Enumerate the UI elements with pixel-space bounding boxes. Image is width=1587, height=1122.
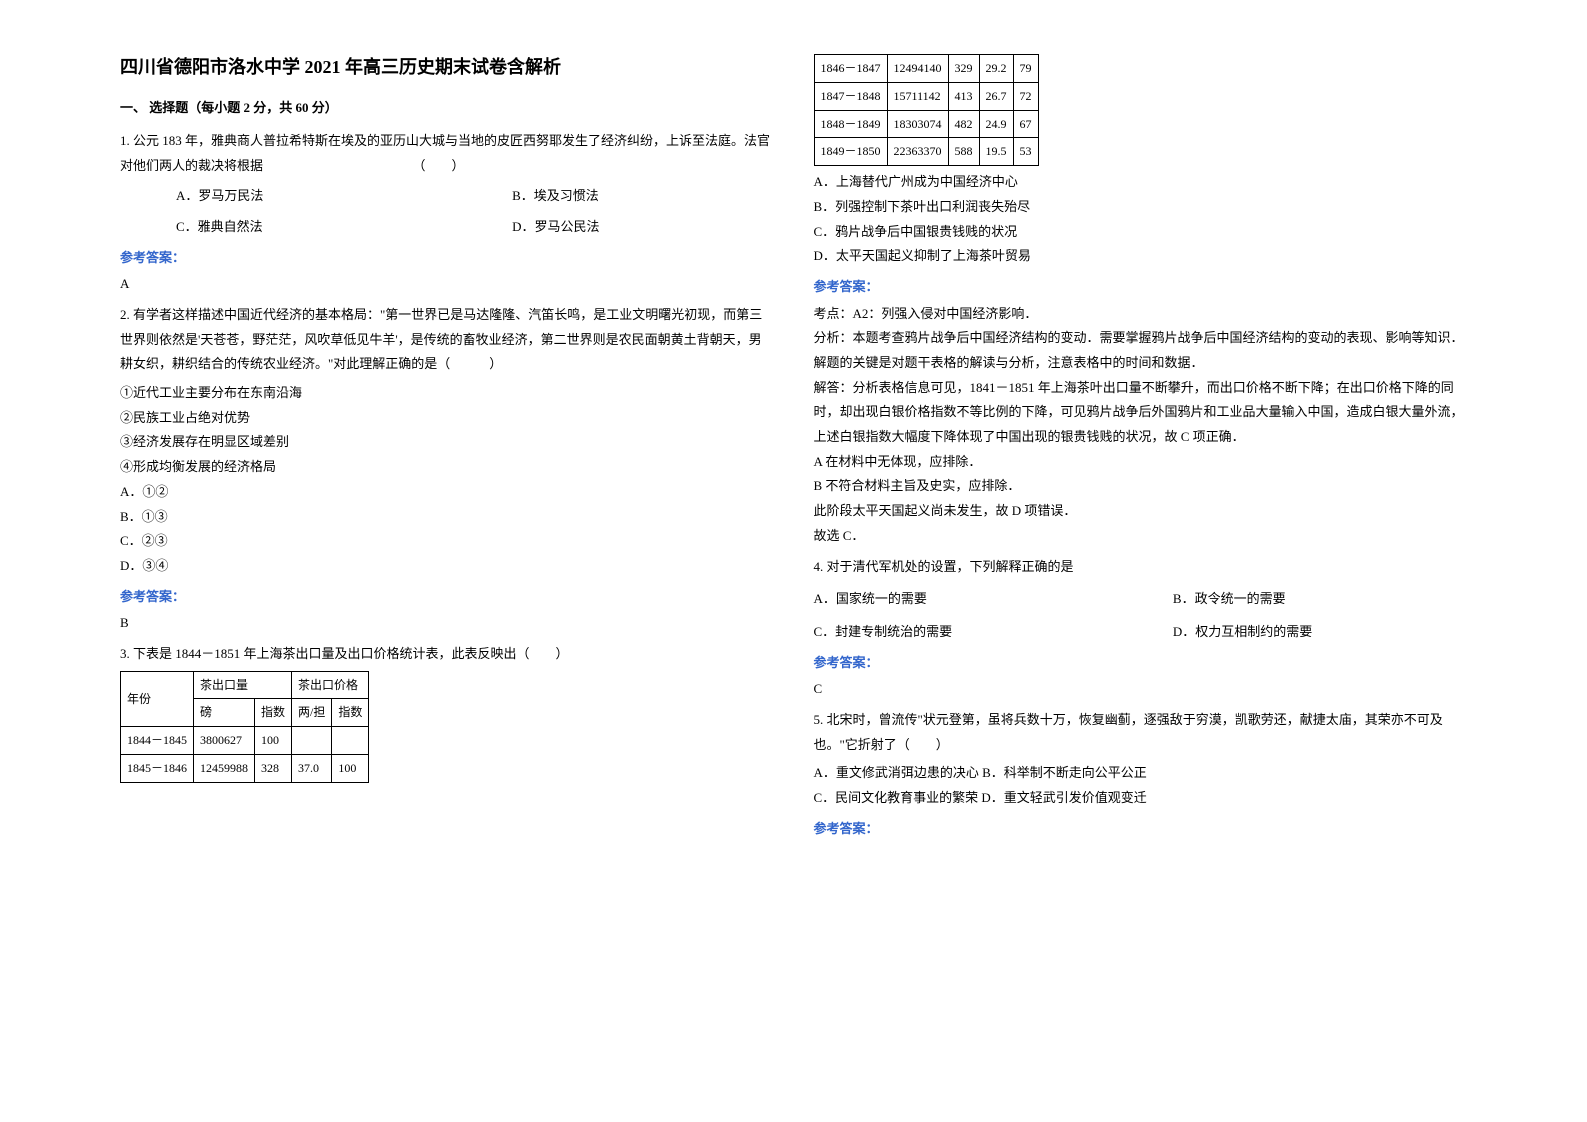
cell: 72 [1013,82,1038,110]
q3-exp-2: 分析：本题考查鸦片战争后中国经济结构的变动．需要掌握鸦片战争后中国经济结构的变动… [814,326,1468,375]
q3-exp-6: 此阶段太平天国起义尚未发生，故 D 项错误． [814,499,1468,524]
q3-exp-4: A 在材料中无体现，应排除． [814,450,1468,475]
cell: 1847－1848 [814,82,887,110]
q1-ans-label: 参考答案： [120,246,774,271]
question-4-stem: 4. 对于清代军机处的设置，下列解释正确的是 [814,555,1468,580]
table-row: 1844－1845 3800627 100 [121,727,369,755]
cell: 24.9 [979,110,1013,138]
q3-exp-1: 考点：A2：列强入侵对中国经济影响． [814,302,1468,327]
cell: 100 [332,755,369,783]
cell: 413 [948,82,979,110]
left-column: 四川省德阳市洛水中学 2021 年高三历史期末试卷含解析 一、 选择题（每小题 … [100,50,794,1072]
cell: 15711142 [887,82,948,110]
cell: 1848－1849 [814,110,887,138]
q2-sub3: ③经济发展存在明显区域差别 [120,430,774,455]
cell: 26.7 [979,82,1013,110]
th-idx: 指数 [255,699,292,727]
question-5-stem: 5. 北宋时，曾流传"状元登第，虽将兵数十万，恢复幽蓟，逐强敌于穷漠，凯歌劳还，… [814,708,1468,757]
table-row: 年份 茶出口量 茶出口价格 [121,671,369,699]
q5-ans-label: 参考答案： [814,817,1468,842]
th-year: 年份 [121,671,194,727]
q1-opt-b: B．埃及习惯法 [512,184,599,209]
q4-opt-b: B．政令统一的需要 [1173,587,1286,612]
cell: 53 [1013,138,1038,166]
cell: 67 [1013,110,1038,138]
th-per: 两/担 [292,699,332,727]
q4-opt-c: C．封建专制统治的需要 [814,620,1173,645]
cell: 482 [948,110,979,138]
q2-sub2: ②民族工业占绝对优势 [120,406,774,431]
q4-row-ab: A．国家统一的需要 B．政令统一的需要 [814,587,1468,612]
q4-opt-a: A．国家统一的需要 [814,587,1173,612]
q2-opt-a: A．①② [120,480,774,505]
cell: 18303074 [887,110,948,138]
q3-table-part1: 年份 茶出口量 茶出口价格 磅 指数 两/担 指数 1844－1845 3800… [120,671,369,783]
q3-opt-b: B．列强控制下茶叶出口利润丧失殆尽 [814,195,1468,220]
cell: 1844－1845 [121,727,194,755]
th-idx2: 指数 [332,699,369,727]
q5-opt-ab: A．重文修武消弭边患的决心 B．科举制不断走向公平公正 [814,761,1468,786]
q1-row-ab: A．罗马万民法 B．埃及习惯法 [120,184,774,209]
cell: 1849－1850 [814,138,887,166]
th-price: 茶出口价格 [292,671,369,699]
question-1-stem: 1. 公元 183 年，雅典商人普拉希特斯在埃及的亚历山大城与当地的皮匠西努耶发… [120,129,774,178]
table-row: 1849－1850 22363370 588 19.5 53 [814,138,1038,166]
q3-opt-a: A．上海替代广州成为中国经济中心 [814,170,1468,195]
cell: 19.5 [979,138,1013,166]
q2-sub4: ④形成均衡发展的经济格局 [120,455,774,480]
cell: 1846－1847 [814,55,887,83]
cell: 12459988 [194,755,255,783]
table-row: 1845－1846 12459988 328 37.0 100 [121,755,369,783]
q5-opt-cd: C．民间文化教育事业的繁荣 D．重文轻武引发价值观变迁 [814,786,1468,811]
cell: 37.0 [292,755,332,783]
q2-opt-b: B．①③ [120,505,774,530]
q2-opt-d: D．③④ [120,554,774,579]
q1-opt-d: D．罗马公民法 [512,215,599,240]
q4-opt-d: D．权力互相制约的需要 [1173,620,1312,645]
q1-ans: A [120,272,774,297]
q1-row-cd: C．雅典自然法 D．罗马公民法 [120,215,774,240]
q3-table-part2: 1846－1847 12494140 329 29.2 79 1847－1848… [814,54,1039,166]
cell: 328 [255,755,292,783]
q1-opt-c: C．雅典自然法 [120,215,512,240]
q2-opt-c: C．②③ [120,529,774,554]
cell [332,727,369,755]
q3-ans-label: 参考答案： [814,275,1468,300]
table-row: 1846－1847 12494140 329 29.2 79 [814,55,1038,83]
cell: 100 [255,727,292,755]
cell: 1845－1846 [121,755,194,783]
cell: 3800627 [194,727,255,755]
cell [292,727,332,755]
th-vol: 茶出口量 [194,671,292,699]
q2-sub1: ①近代工业主要分布在东南沿海 [120,381,774,406]
right-column: 1846－1847 12494140 329 29.2 79 1847－1848… [794,50,1488,1072]
q3-opt-c: C．鸦片战争后中国银贵钱贱的状况 [814,220,1468,245]
q4-row-cd: C．封建专制统治的需要 D．权力互相制约的需要 [814,620,1468,645]
cell: 329 [948,55,979,83]
q3-opt-d: D．太平天国起义抑制了上海茶叶贸易 [814,244,1468,269]
q4-ans: C [814,677,1468,702]
q2-ans: B [120,611,774,636]
q3-exp-3: 解答：分析表格信息可见，1841－1851 年上海茶叶出口量不断攀升，而出口价格… [814,376,1468,450]
th-pound: 磅 [194,699,255,727]
cell: 29.2 [979,55,1013,83]
q3-exp-5: B 不符合材料主旨及史实，应排除． [814,474,1468,499]
q1-opt-a: A．罗马万民法 [120,184,512,209]
cell: 79 [1013,55,1038,83]
table-row: 1847－1848 15711142 413 26.7 72 [814,82,1038,110]
section-1-label: 一、 选择题（每小题 2 分，共 60 分） [120,96,774,121]
q3-exp-7: 故选 C． [814,524,1468,549]
question-2-stem: 2. 有学者这样描述中国近代经济的基本格局："第一世界已是马达隆隆、汽笛长鸣，是… [120,303,774,377]
q2-ans-label: 参考答案： [120,585,774,610]
q4-ans-label: 参考答案： [814,651,1468,676]
cell: 22363370 [887,138,948,166]
cell: 12494140 [887,55,948,83]
exam-title: 四川省德阳市洛水中学 2021 年高三历史期末试卷含解析 [120,50,774,84]
table-row: 1848－1849 18303074 482 24.9 67 [814,110,1038,138]
cell: 588 [948,138,979,166]
question-3-stem: 3. 下表是 1844－1851 年上海茶出口量及出口价格统计表，此表反映出（ … [120,642,774,667]
